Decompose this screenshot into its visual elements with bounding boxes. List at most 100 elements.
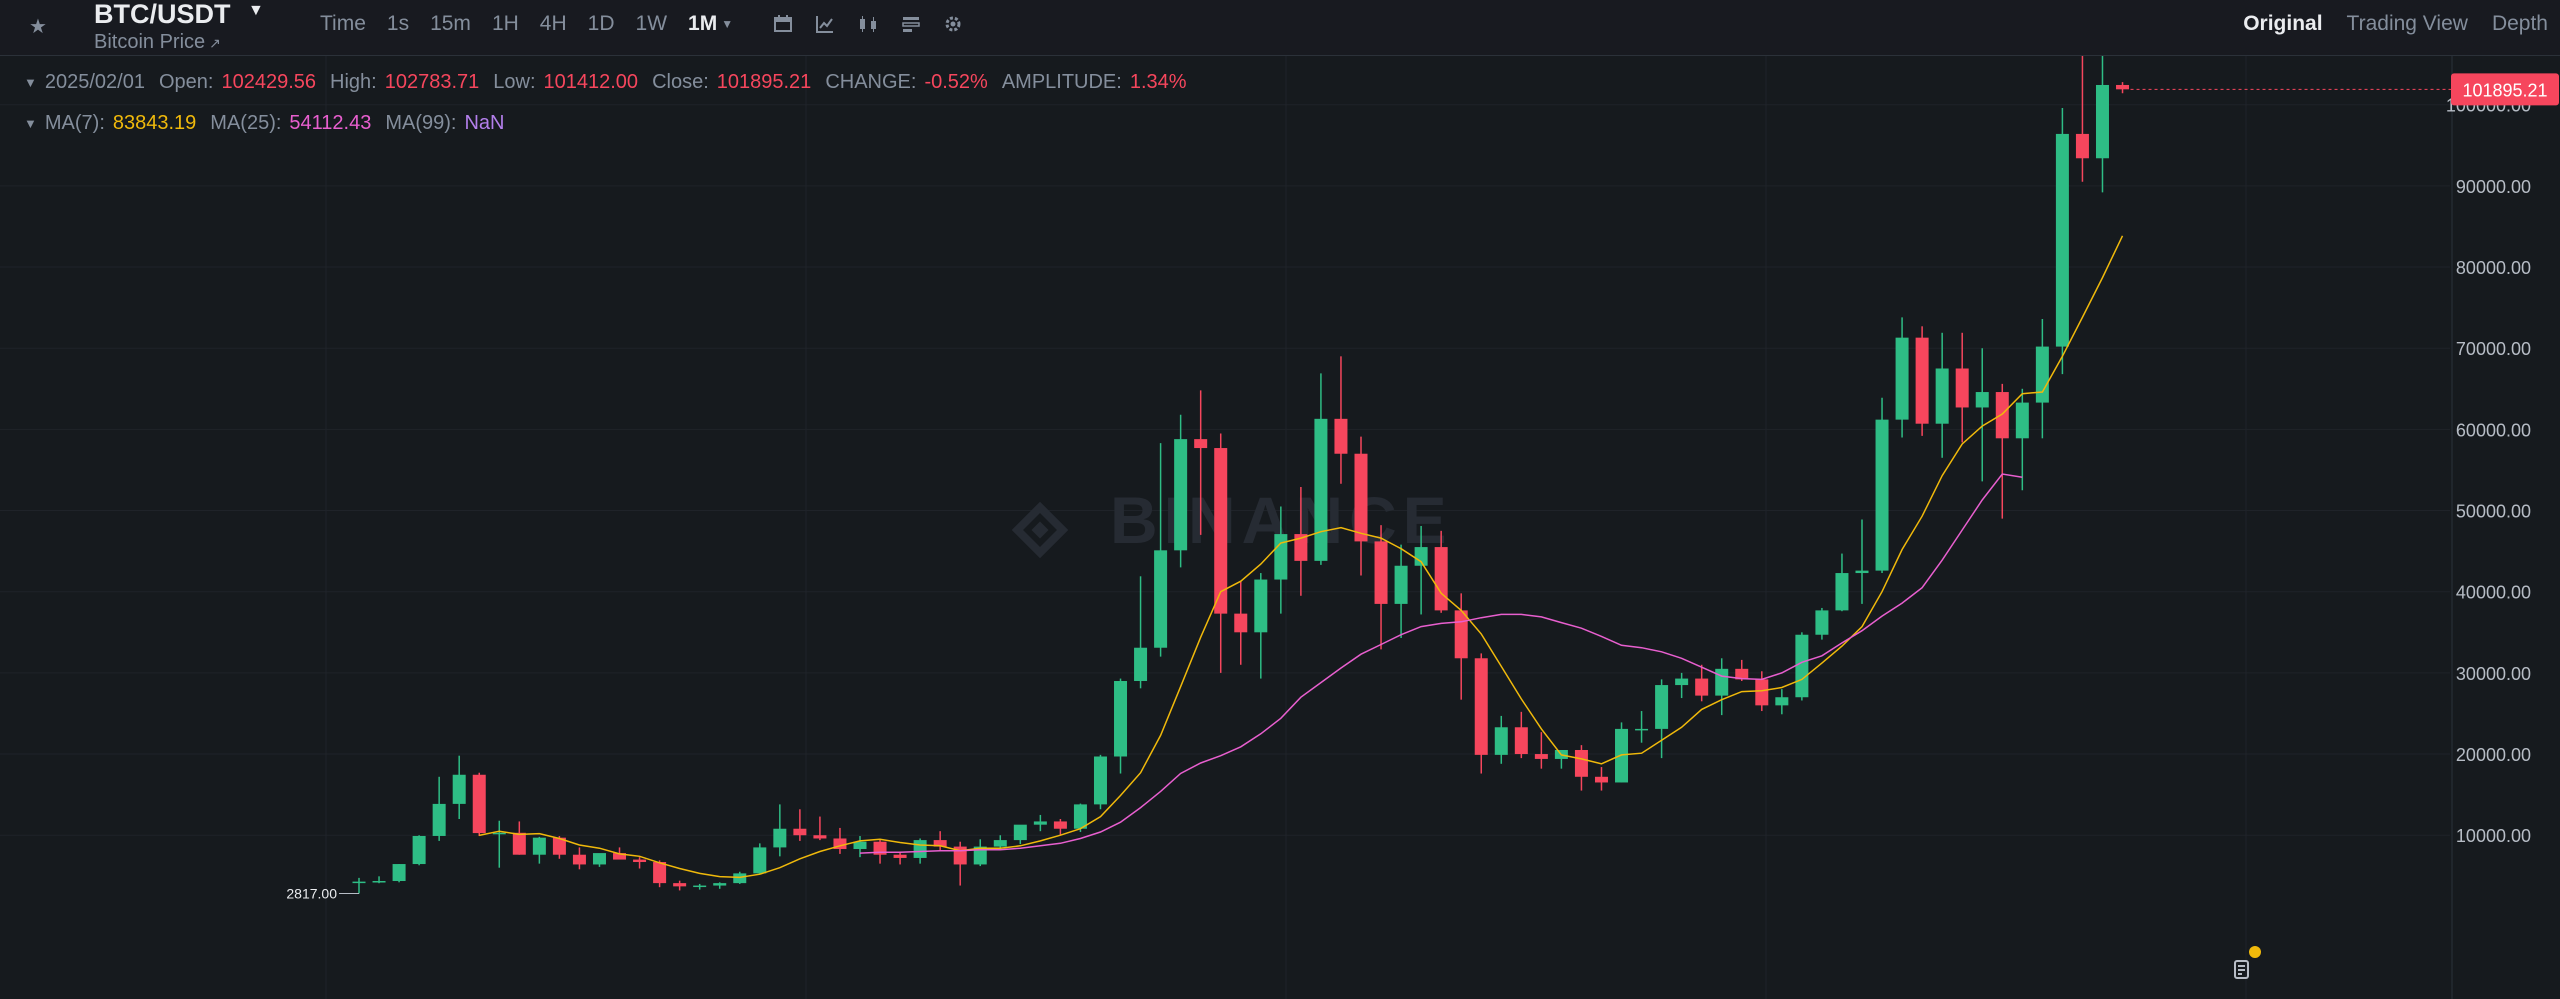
ohlc-row: ▼ 2025/02/01 Open: 102429.56 High: 102783.… xyxy=(24,68,1201,96)
interval-1m[interactable]: 1M xyxy=(688,12,718,35)
candle-body xyxy=(1174,439,1188,551)
candle xyxy=(653,860,667,888)
layout-template-icon[interactable] xyxy=(901,14,921,34)
interval-1d[interactable]: 1D xyxy=(587,12,615,35)
indicator-chart-icon[interactable] xyxy=(815,14,835,34)
candle xyxy=(1775,689,1789,715)
top-toolbar: ★ BTC/USDT ▼ Bitcoin Price ↗ Time 1s 15m … xyxy=(0,0,2560,56)
candle xyxy=(633,857,647,869)
candle xyxy=(1995,383,2009,519)
favorite-star-icon[interactable]: ★ xyxy=(29,15,47,38)
candle xyxy=(1675,672,1689,699)
candle-body xyxy=(2035,346,2049,403)
ma7-label: MA(7): xyxy=(44,111,105,134)
candle-body xyxy=(432,803,446,836)
candle xyxy=(873,839,887,864)
candle-body xyxy=(673,883,687,887)
view-switcher: Original Trading View Depth xyxy=(2219,12,2548,36)
view-trading-view-tab[interactable]: Trading View xyxy=(2346,12,2468,35)
candle xyxy=(2075,56,2089,182)
settings-gear-icon[interactable] xyxy=(943,14,963,34)
candle xyxy=(532,836,546,864)
price-tick-label: 10000.00 xyxy=(2456,826,2531,846)
amplitude-label: AMPLITUDE: xyxy=(1001,70,1122,93)
interval-more-caret-icon[interactable]: ▼ xyxy=(721,17,734,31)
open-value: 102429.56 xyxy=(221,70,317,93)
interval-15m[interactable]: 15m xyxy=(430,12,471,35)
pair-subtitle[interactable]: Bitcoin Price ↗ xyxy=(94,31,221,54)
ma25-line xyxy=(859,473,2023,854)
order-book-icon[interactable] xyxy=(2226,955,2256,985)
candle xyxy=(1434,530,1448,613)
candle-body xyxy=(1655,685,1669,729)
interval-1w[interactable]: 1W xyxy=(635,12,668,35)
candle-body xyxy=(793,828,807,836)
candle xyxy=(813,816,827,841)
candle-body xyxy=(1394,565,1408,604)
candle-body xyxy=(1093,756,1107,805)
external-link-icon[interactable]: ↗ xyxy=(209,35,221,51)
view-original-tab[interactable]: Original xyxy=(2243,12,2323,35)
ma25-label: MA(25): xyxy=(210,111,282,134)
candle-body xyxy=(773,828,787,848)
candle-body xyxy=(1354,453,1368,542)
candles-group xyxy=(352,56,2130,894)
ma7-value: 83843.19 xyxy=(112,111,197,134)
candle xyxy=(1334,356,1348,484)
candle xyxy=(1534,732,1548,769)
current-price-tag xyxy=(2451,73,2559,106)
candle-body xyxy=(1635,728,1649,731)
candle xyxy=(1815,607,1829,640)
candle-body xyxy=(1675,678,1689,686)
interval-time[interactable]: Time xyxy=(320,12,366,35)
candle-body xyxy=(592,853,606,865)
candle-body xyxy=(1715,668,1729,696)
candle-body xyxy=(1073,804,1087,829)
ma-collapse-caret-icon[interactable]: ▼ xyxy=(24,115,37,131)
candle xyxy=(1494,715,1508,764)
pair-subtitle-text[interactable]: Bitcoin Price xyxy=(94,31,206,53)
candle-body xyxy=(1234,613,1248,633)
view-depth-tab[interactable]: Depth xyxy=(2491,12,2548,35)
candle xyxy=(673,880,687,891)
candle xyxy=(2095,56,2109,193)
interval-1h[interactable]: 1H xyxy=(491,12,519,35)
candle xyxy=(1414,525,1428,615)
candle xyxy=(2116,82,2130,94)
candle-body xyxy=(693,885,707,888)
candle xyxy=(1454,593,1468,700)
close-label: Close: xyxy=(652,70,709,93)
candle xyxy=(1073,803,1087,832)
candle xyxy=(1795,632,1809,701)
candle-body xyxy=(853,841,867,850)
interval-4h[interactable]: 4H xyxy=(539,12,567,35)
candle-body xyxy=(2055,133,2069,347)
candle xyxy=(1194,390,1208,535)
candle xyxy=(953,841,967,886)
calendar-icon[interactable] xyxy=(773,14,793,34)
candle-body xyxy=(2075,133,2089,159)
candle xyxy=(492,820,506,868)
candle-body xyxy=(1775,697,1789,706)
candle xyxy=(1735,659,1749,682)
candle xyxy=(993,835,1007,850)
collapse-caret-icon[interactable]: ▼ xyxy=(24,74,37,90)
price-tick-label: 50000.00 xyxy=(2456,502,2531,522)
candle-body xyxy=(1114,681,1128,757)
candle xyxy=(1935,332,1949,458)
candle-body xyxy=(452,774,466,804)
low-value: 101412.00 xyxy=(543,70,639,93)
candlestick-type-icon[interactable] xyxy=(857,14,879,34)
pair-title[interactable]: BTC/USDT xyxy=(94,0,231,29)
candle-body xyxy=(532,837,546,855)
price-labels: 101895.21109588.002817.00 xyxy=(286,73,2559,902)
pair-dropdown-caret-icon[interactable]: ▼ xyxy=(248,2,264,19)
candle xyxy=(693,883,707,890)
candle xyxy=(1134,576,1148,689)
candle-body xyxy=(1514,727,1528,755)
candle xyxy=(472,772,486,837)
candle xyxy=(853,836,867,858)
candle xyxy=(1554,750,1568,769)
candlestick-chart[interactable]: BINANCE 10000.0020000.0030000.0040000.00… xyxy=(0,56,2560,999)
interval-1s[interactable]: 1s xyxy=(386,12,410,35)
